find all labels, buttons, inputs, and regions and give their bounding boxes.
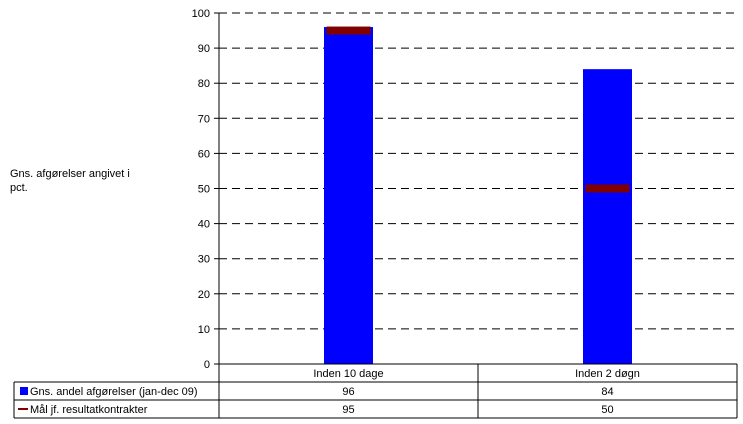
y-tick-label: 50 [198,184,210,196]
target-markers [326,26,630,193]
y-tick-label: 80 [198,78,210,90]
y-axis-label-line-2: pct. [10,182,28,194]
bars [324,27,632,364]
y-tick-label: 30 [198,254,210,266]
y-tick-label: 0 [204,359,210,371]
y-tick-label: 20 [198,289,210,301]
y-tick-label: 70 [198,113,210,125]
legend-key-bar [20,387,28,395]
axes [214,12,220,365]
legend-key-marker [18,408,28,410]
y-tick-label: 40 [198,219,210,231]
bar-2 [583,69,632,364]
x-category-label: Inden 10 dage [313,368,383,380]
data-label: 95 [342,404,354,416]
legend-series-name: Mål jf. resultatkontrakter [30,404,148,416]
y-axis-ticks: 0 10 20 30 40 50 60 70 80 90 100 [192,8,210,371]
y-axis-label-line-1: Gns. afgørelser angivet i [10,168,130,180]
gridlines [219,12,737,330]
y-tick-label: 60 [198,148,210,160]
data-label: 96 [342,386,354,398]
data-label: 84 [601,386,613,398]
y-tick-label: 10 [198,324,210,336]
target-marker-2 [585,184,630,193]
legend-series-name: Gns. andel afgørelser (jan-dec 09) [30,386,198,398]
y-tick-label: 100 [192,8,210,20]
bar-1 [324,27,373,364]
x-category-label: Inden 2 døgn [575,368,640,380]
target-marker-1 [326,26,371,35]
data-label: 50 [601,404,613,416]
data-table: Inden 10 dage Inden 2 døgn Gns. andel afgø… [13,363,738,419]
y-tick-label: 90 [198,43,210,55]
